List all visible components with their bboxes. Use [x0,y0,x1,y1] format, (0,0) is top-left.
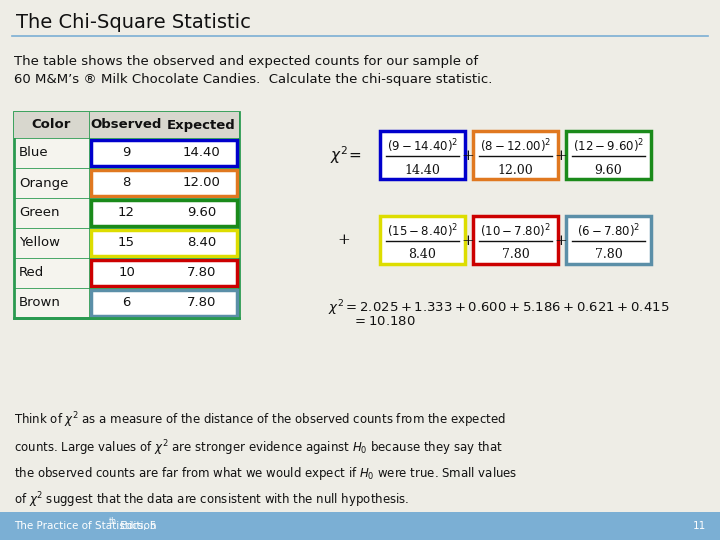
Bar [473,216,558,264]
Text: 9: 9 [122,146,131,159]
Text: 9.60: 9.60 [595,164,622,177]
Bar [91,290,237,316]
Text: 12.00: 12.00 [183,177,220,190]
Text: +: + [554,149,567,163]
Text: +: + [554,234,567,248]
Text: 7.80: 7.80 [186,267,216,280]
Bar [91,230,237,256]
Text: 10: 10 [118,267,135,280]
Bar [566,131,651,179]
Text: $(15 - 8.40)^{2}$: $(15 - 8.40)^{2}$ [387,222,458,240]
Text: 8.40: 8.40 [408,248,436,261]
Text: Expected: Expected [167,118,236,132]
Text: Green: Green [19,206,60,219]
Text: 12: 12 [118,206,135,219]
Text: $(12 - 9.60)^{2}$: $(12 - 9.60)^{2}$ [573,137,644,155]
Text: $(10 - 7.80)^{2}$: $(10 - 7.80)^{2}$ [480,222,551,240]
Text: Brown: Brown [19,296,61,309]
Text: Orange: Orange [19,177,68,190]
Bar [0,512,720,540]
Bar [473,131,558,179]
Text: 7.80: 7.80 [502,248,529,261]
Text: Red: Red [19,267,44,280]
Text: th: th [109,517,117,526]
Text: The Chi-Square Statistic: The Chi-Square Statistic [16,12,251,31]
Text: Observed: Observed [91,118,162,132]
Text: 8.40: 8.40 [187,237,216,249]
Text: 6: 6 [122,296,131,309]
Text: $\chi^2\!=\!$: $\chi^2\!=\!$ [330,144,361,166]
Bar [14,112,239,138]
Bar [91,200,237,226]
Text: Edition: Edition [117,521,156,531]
Text: The Practice of Statistics, 5: The Practice of Statistics, 5 [14,521,156,531]
Text: +: + [462,149,474,163]
Text: Color: Color [32,118,71,132]
Bar [14,112,239,318]
Text: $(8 - 12.00)^{2}$: $(8 - 12.00)^{2}$ [480,137,551,155]
Bar [566,216,651,264]
Text: +: + [338,233,351,247]
Text: 7.80: 7.80 [186,296,216,309]
Text: $\chi^2 = 2.025 + 1.333 + 0.600 + 5.186 + 0.621 + 0.415$: $\chi^2 = 2.025 + 1.333 + 0.600 + 5.186 … [328,298,670,318]
Text: $(6 - 7.80)^{2}$: $(6 - 7.80)^{2}$ [577,222,640,240]
Text: 11: 11 [693,521,706,531]
Bar [91,170,237,196]
Text: Think of $\chi^2$ as a measure of the distance of the observed counts from the e: Think of $\chi^2$ as a measure of the di… [14,410,518,510]
Bar [380,131,465,179]
Text: Blue: Blue [19,146,49,159]
Text: The table shows the observed and expected counts for our sample of
60 M&M’s ® Mi: The table shows the observed and expecte… [14,55,492,86]
Text: 9.60: 9.60 [187,206,216,219]
Text: 12.00: 12.00 [498,164,534,177]
Text: 14.40: 14.40 [405,164,441,177]
Text: 14.40: 14.40 [183,146,220,159]
Text: +: + [462,234,474,248]
Text: Yellow: Yellow [19,237,60,249]
Text: $= 10.180$: $= 10.180$ [352,315,415,328]
Bar [91,260,237,286]
Text: 15: 15 [118,237,135,249]
Text: 8: 8 [122,177,131,190]
Text: $(9 - 14.40)^{2}$: $(9 - 14.40)^{2}$ [387,137,458,155]
Bar [91,140,237,166]
Bar [380,216,465,264]
Text: 7.80: 7.80 [595,248,622,261]
